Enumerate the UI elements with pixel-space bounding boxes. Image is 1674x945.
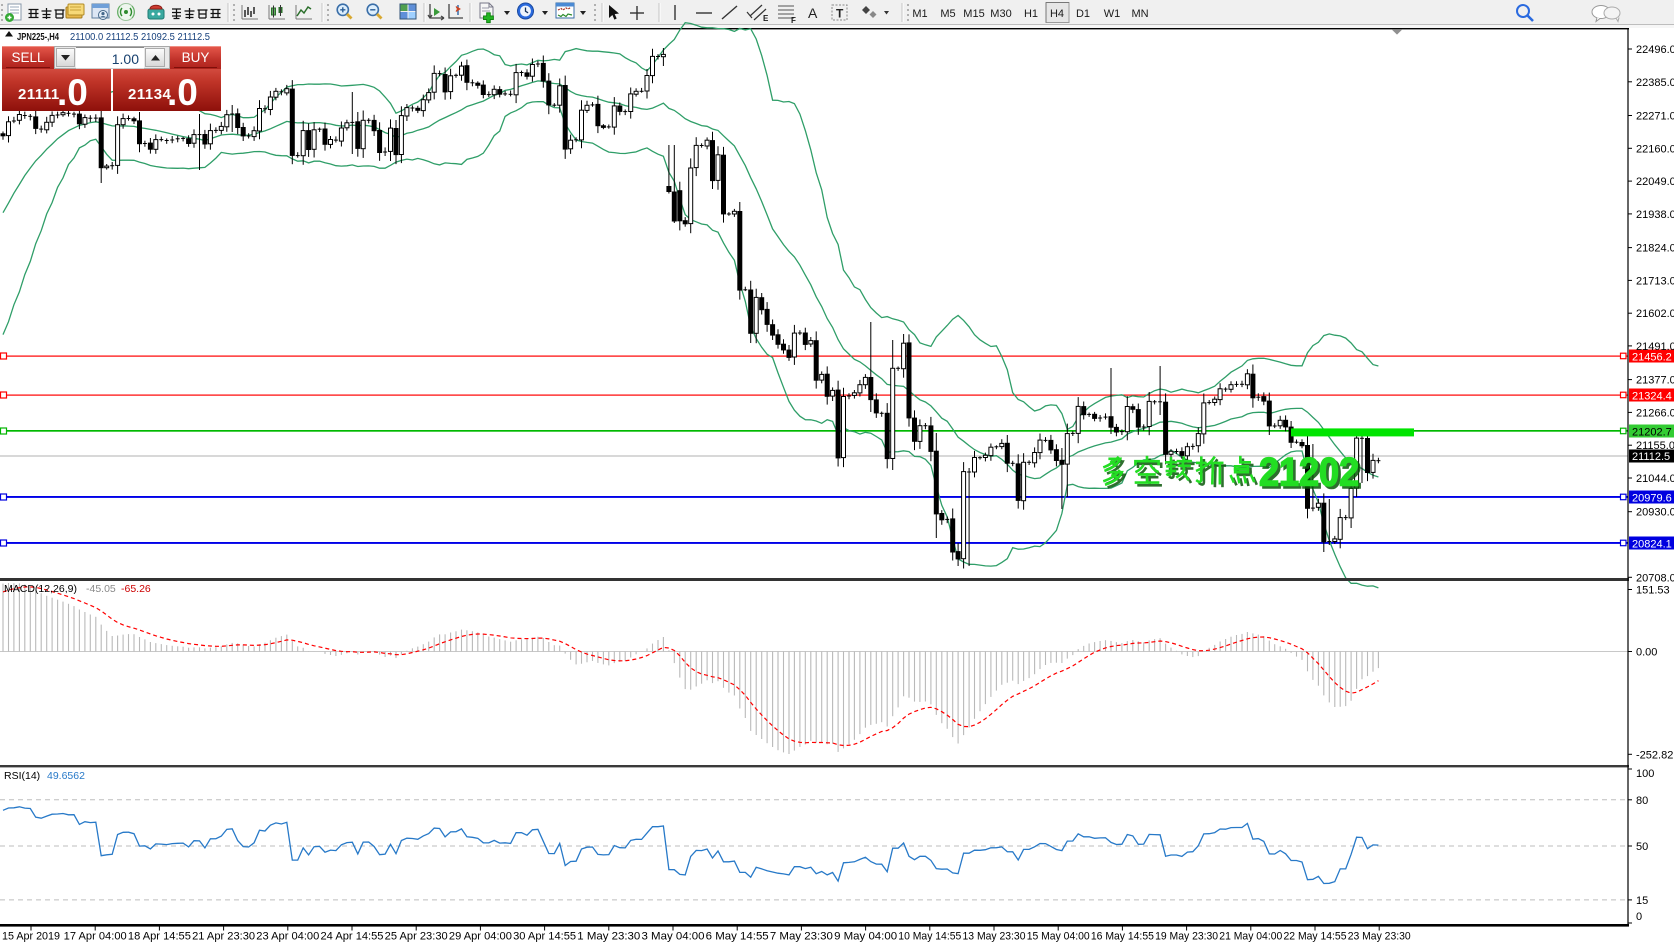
svg-text:22160.0: 22160.0 xyxy=(1636,143,1674,155)
svg-text:21324.4: 21324.4 xyxy=(1632,391,1672,403)
svg-text:100: 100 xyxy=(1636,768,1654,780)
svg-text:21044.0: 21044.0 xyxy=(1636,473,1674,485)
svg-text:25 Apr 23:30: 25 Apr 23:30 xyxy=(385,931,448,943)
svg-text:MN: MN xyxy=(1131,8,1148,20)
svg-text:22049.0: 22049.0 xyxy=(1636,176,1674,188)
svg-text:22271.0: 22271.0 xyxy=(1636,110,1674,122)
svg-text:21112.5: 21112.5 xyxy=(1632,451,1670,463)
svg-text:21100.0 21112.5 21092.5 21112.: 21100.0 21112.5 21092.5 21112.5 xyxy=(70,32,210,43)
svg-text:T: T xyxy=(836,7,844,21)
svg-text:22385.0: 22385.0 xyxy=(1636,77,1674,89)
svg-text:20930.0: 20930.0 xyxy=(1636,507,1674,519)
svg-text:49.6562: 49.6562 xyxy=(47,770,85,782)
svg-text:19 May 23:30: 19 May 23:30 xyxy=(1155,931,1218,943)
svg-text:20708.0: 20708.0 xyxy=(1636,572,1674,584)
svg-text:H1: H1 xyxy=(1024,8,1038,20)
svg-text:10 May 14:55: 10 May 14:55 xyxy=(898,931,961,943)
svg-text:21266.0: 21266.0 xyxy=(1636,407,1674,419)
svg-text:80: 80 xyxy=(1636,795,1648,807)
svg-text:21602.0: 21602.0 xyxy=(1636,308,1674,320)
svg-text:0.00: 0.00 xyxy=(1636,647,1657,659)
svg-text:JPN225-,H4: JPN225-,H4 xyxy=(17,32,59,43)
svg-text:MACD(12,26,9): MACD(12,26,9) xyxy=(4,583,77,595)
svg-text:16 May 14:55: 16 May 14:55 xyxy=(1091,931,1154,943)
svg-text:22 May 14:55: 22 May 14:55 xyxy=(1284,931,1347,943)
svg-text:F: F xyxy=(791,16,796,25)
svg-text:21713.0: 21713.0 xyxy=(1636,275,1674,287)
svg-text:M15: M15 xyxy=(963,8,984,20)
svg-text:20979.6: 20979.6 xyxy=(1632,493,1672,505)
svg-text:29 Apr 04:00: 29 Apr 04:00 xyxy=(449,931,512,943)
svg-text:-45.05: -45.05 xyxy=(86,583,116,595)
svg-text:W1: W1 xyxy=(1104,8,1121,20)
svg-text:21202: 21202 xyxy=(1262,454,1362,498)
svg-text:23 Apr 04:00: 23 Apr 04:00 xyxy=(256,931,319,943)
svg-text:D1: D1 xyxy=(1076,8,1090,20)
svg-text:RSI(14): RSI(14) xyxy=(4,770,40,782)
svg-text:21824.0: 21824.0 xyxy=(1636,243,1674,255)
svg-text:30 Apr 14:55: 30 Apr 14:55 xyxy=(513,931,576,943)
svg-text:9 May 04:00: 9 May 04:00 xyxy=(834,931,897,943)
svg-text:21202.7: 21202.7 xyxy=(1632,427,1672,439)
svg-text:23 May 23:30: 23 May 23:30 xyxy=(1348,931,1411,943)
svg-text:22496.0: 22496.0 xyxy=(1636,44,1674,56)
svg-text:21491.0: 21491.0 xyxy=(1636,341,1674,353)
svg-text:17 Apr 04:00: 17 Apr 04:00 xyxy=(64,931,127,943)
svg-text:21 Apr 23:30: 21 Apr 23:30 xyxy=(192,931,255,943)
svg-text:21938.0: 21938.0 xyxy=(1636,209,1674,221)
svg-text:3 May 04:00: 3 May 04:00 xyxy=(642,931,705,943)
svg-text:A: A xyxy=(808,5,818,21)
svg-text:21155.0: 21155.0 xyxy=(1636,440,1674,452)
svg-text:-252.82: -252.82 xyxy=(1636,749,1673,761)
svg-text:M30: M30 xyxy=(990,8,1011,20)
svg-text:-65.26: -65.26 xyxy=(121,583,151,595)
svg-text:20824.1: 20824.1 xyxy=(1632,539,1672,551)
svg-text:21202: 21202 xyxy=(1259,451,1359,495)
svg-text:H4: H4 xyxy=(1050,8,1064,20)
svg-text:15 May 04:00: 15 May 04:00 xyxy=(1027,931,1090,943)
svg-text:21377.0: 21377.0 xyxy=(1636,375,1674,387)
svg-text:18 Apr 14:55: 18 Apr 14:55 xyxy=(128,931,191,943)
svg-text:M5: M5 xyxy=(940,8,955,20)
svg-text:0: 0 xyxy=(1636,911,1642,923)
svg-text:15 Apr 2019: 15 Apr 2019 xyxy=(2,931,60,943)
svg-text:15: 15 xyxy=(1636,895,1648,907)
svg-text:1 May 23:30: 1 May 23:30 xyxy=(577,931,640,943)
svg-text:21456.2: 21456.2 xyxy=(1632,352,1672,364)
svg-text:50: 50 xyxy=(1636,841,1648,853)
svg-text:24 Apr 14:55: 24 Apr 14:55 xyxy=(321,931,384,943)
svg-text:6 May 14:55: 6 May 14:55 xyxy=(706,931,769,943)
svg-text:151.53: 151.53 xyxy=(1636,585,1670,597)
svg-text:E: E xyxy=(763,14,769,23)
svg-text:21 May 04:00: 21 May 04:00 xyxy=(1219,931,1282,943)
svg-text:M1: M1 xyxy=(912,8,927,20)
svg-text:13 May 23:30: 13 May 23:30 xyxy=(963,931,1026,943)
svg-text:7 May 23:30: 7 May 23:30 xyxy=(770,931,833,943)
